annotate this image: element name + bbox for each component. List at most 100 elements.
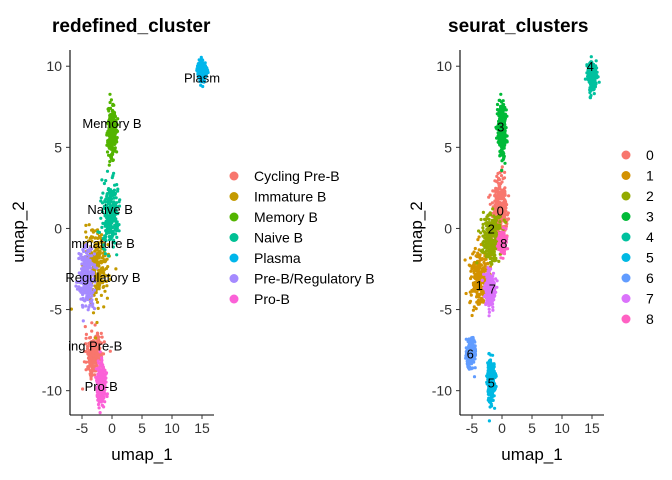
data-point (468, 256, 473, 260)
data-point (108, 92, 112, 96)
data-point (87, 262, 91, 266)
data-point (497, 136, 501, 140)
data-point (503, 186, 507, 190)
data-point (487, 314, 491, 318)
data-point (99, 216, 103, 220)
data-point (108, 100, 112, 105)
data-point (89, 287, 93, 291)
data-point (476, 276, 480, 280)
data-point (87, 305, 91, 309)
data-point (104, 220, 108, 225)
data-point (103, 289, 107, 293)
data-point (202, 79, 207, 83)
cluster-label: 3 (497, 119, 504, 134)
data-point (503, 161, 507, 165)
data-point (105, 194, 109, 198)
data-point (490, 395, 494, 399)
data-point (500, 168, 504, 173)
data-point (104, 229, 108, 233)
data-point (464, 291, 468, 296)
data-point (96, 340, 100, 344)
data-point (89, 266, 93, 270)
data-point (84, 332, 88, 336)
data-point (99, 396, 103, 400)
data-point (104, 203, 108, 207)
data-point (115, 183, 119, 187)
data-point (494, 201, 498, 205)
series-memory-b (105, 92, 120, 167)
legend-item: 6 (621, 270, 654, 286)
redefined-cluster-panel: redefined_cluster Plasm Memory B Naive B mm… (9, 16, 375, 464)
legend-swatch (229, 294, 239, 304)
data-point (81, 248, 85, 252)
data-point (97, 375, 101, 380)
data-point (498, 154, 502, 158)
data-point (492, 362, 496, 366)
data-point (101, 259, 105, 263)
data-point (487, 234, 491, 238)
data-point (88, 246, 92, 250)
data-point (501, 177, 505, 181)
data-point (90, 236, 94, 240)
data-point (112, 125, 116, 129)
data-point (467, 367, 471, 371)
legend-label: Pre-B/Regulatory B (254, 271, 375, 287)
data-point (481, 222, 485, 226)
data-point (592, 92, 596, 96)
data-point (484, 237, 488, 241)
legend-label: Naive B (254, 230, 303, 246)
data-point (102, 378, 106, 382)
legend-item: Memory B (229, 209, 318, 225)
data-point (479, 299, 483, 303)
data-point (115, 229, 119, 233)
data-point (75, 287, 80, 291)
data-point (484, 218, 488, 222)
data-point (483, 287, 487, 291)
data-point (494, 186, 498, 190)
data-point (100, 225, 104, 229)
data-point (499, 174, 504, 178)
data-point (499, 100, 504, 104)
data-point (116, 189, 120, 193)
data-point (201, 71, 205, 75)
legend-swatch (621, 253, 631, 262)
data-point (106, 197, 110, 201)
x-tick-label: 10 (164, 420, 180, 436)
data-point (104, 197, 108, 201)
data-point (86, 344, 90, 348)
data-point (496, 223, 500, 227)
data-point (82, 360, 86, 364)
data-point (497, 178, 502, 182)
data-point (111, 103, 115, 107)
data-point (486, 271, 490, 275)
data-point (84, 304, 88, 308)
data-point (99, 196, 103, 200)
data-point (96, 283, 100, 287)
data-point (473, 282, 477, 286)
data-point (500, 165, 504, 169)
x-tick-label: -5 (466, 420, 479, 436)
data-point (87, 354, 91, 359)
data-point (91, 302, 95, 306)
data-point (489, 365, 493, 369)
data-point (488, 193, 492, 197)
data-point (111, 136, 115, 140)
legend-label: 3 (646, 209, 654, 225)
data-point (107, 153, 111, 157)
data-point (501, 256, 505, 260)
data-point (111, 110, 115, 114)
data-point (94, 297, 98, 301)
data-point (109, 214, 113, 218)
data-point (105, 143, 109, 147)
data-point (497, 259, 501, 263)
y-tick-label: 5 (54, 139, 62, 155)
y-tick-label: 10 (46, 58, 62, 74)
data-point (96, 356, 100, 360)
data-point (474, 254, 478, 258)
data-point (499, 92, 503, 96)
data-point (470, 336, 474, 340)
data-point (496, 205, 500, 209)
data-point (113, 121, 117, 125)
data-point (493, 224, 497, 228)
data-point (104, 179, 108, 183)
